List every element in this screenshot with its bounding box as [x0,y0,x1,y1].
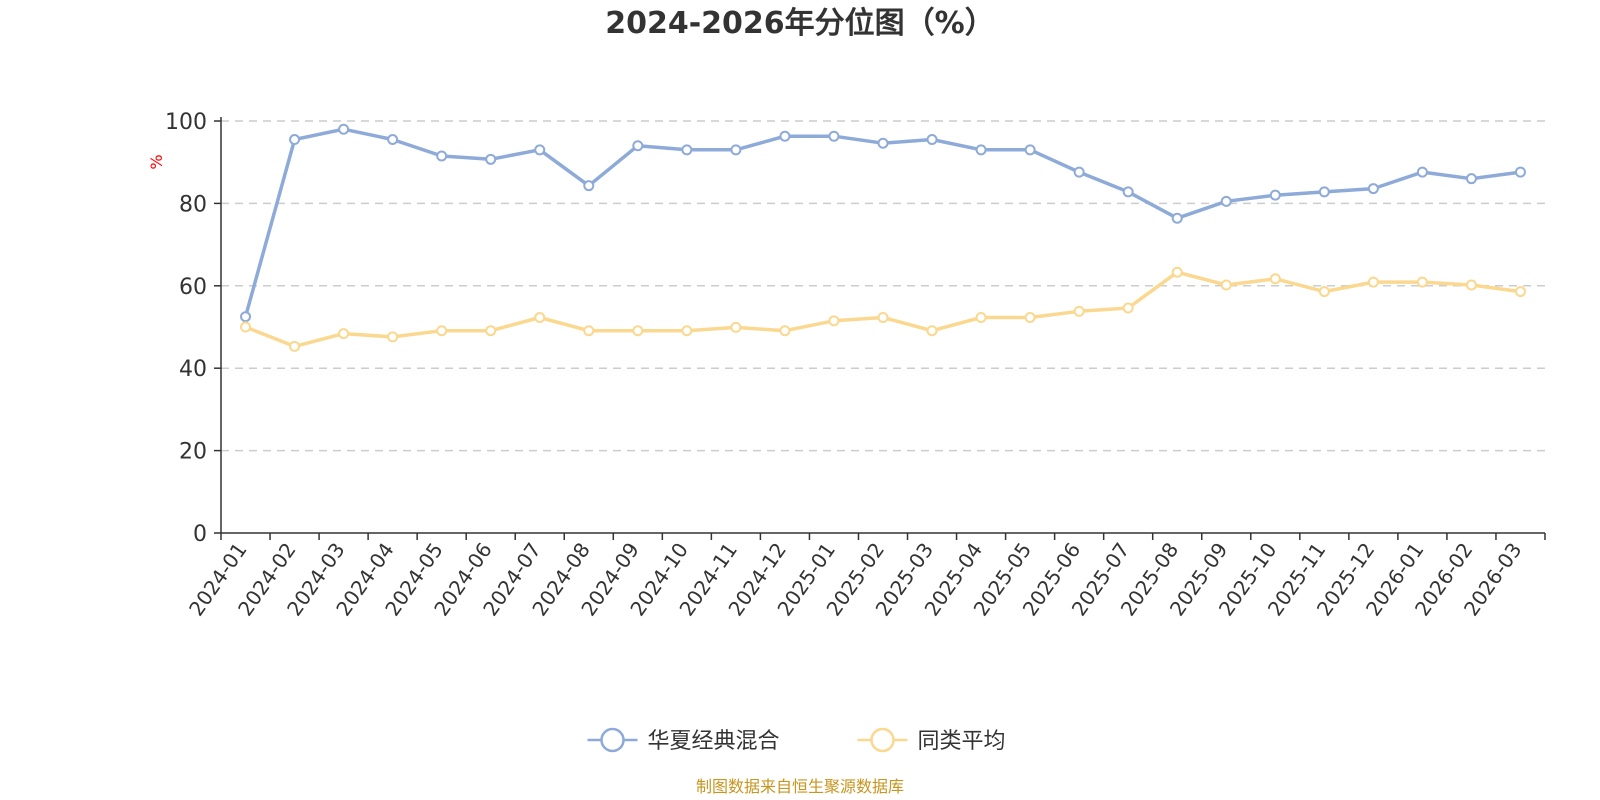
data-point[interactable] [877,312,889,324]
data-point[interactable] [1416,166,1428,178]
data-point[interactable] [926,325,938,337]
data-point[interactable] [436,150,448,162]
data-point[interactable] [730,144,742,156]
data-point[interactable] [1514,286,1526,298]
data-point[interactable] [779,130,791,142]
data-point[interactable] [1514,166,1526,178]
data-point[interactable] [975,144,987,156]
data-point[interactable] [1171,212,1183,224]
data-point[interactable] [1073,305,1085,317]
data-point[interactable] [1122,186,1134,198]
grid-lines [221,120,1545,452]
legend-label: 华夏经典混合 [648,729,780,754]
series-1 [240,266,1526,352]
data-point[interactable] [338,123,350,135]
data-point[interactable] [681,144,693,156]
data-point[interactable] [730,321,742,333]
axes: 0204060801002024-012024-022024-032024-04… [165,110,1546,620]
legend-item-1[interactable]: 同类平均 [857,727,1006,754]
y-tick-label: 40 [179,357,207,382]
data-point[interactable] [828,315,840,327]
data-point[interactable] [779,325,791,337]
data-point[interactable] [583,180,595,192]
data-point[interactable] [289,134,301,146]
data-point[interactable] [1416,276,1428,288]
legend-swatch-marker [870,727,895,753]
data-point[interactable] [632,325,644,337]
data-point[interactable] [1367,276,1379,288]
series-lines [240,123,1526,352]
data-point[interactable] [1318,286,1330,298]
data-point[interactable] [289,340,301,352]
series-line [244,270,1521,349]
data-point[interactable] [926,134,938,146]
y-tick-label: 60 [179,275,207,300]
y-axis-label: % [147,154,166,169]
y-tick-label: 80 [179,192,207,217]
data-point[interactable] [338,328,350,340]
data-point[interactable] [1367,183,1379,195]
data-point[interactable] [534,144,546,156]
data-point[interactable] [1024,144,1036,156]
data-point[interactable] [681,325,693,337]
data-point[interactable] [1465,173,1477,185]
legend-label: 同类平均 [918,729,1006,754]
y-tick-label: 0 [193,522,207,547]
data-point[interactable] [1269,273,1281,285]
data-point[interactable] [583,325,595,337]
series-0 [240,123,1526,323]
data-point[interactable] [632,140,644,152]
data-point[interactable] [485,325,497,337]
data-point[interactable] [1122,302,1134,314]
data-point[interactable] [387,134,399,146]
legend-swatch-marker [600,727,625,753]
data-point[interactable] [1318,186,1330,198]
data-point[interactable] [1269,189,1281,201]
legend-item-0[interactable]: 华夏经典混合 [587,727,780,754]
y-tick-label: 100 [165,110,207,135]
data-point[interactable] [1220,279,1232,291]
data-point[interactable] [240,311,252,323]
legend: 华夏经典混合 同类平均 [587,727,1006,754]
data-point[interactable] [1220,195,1232,207]
data-source-note: 制图数据来自恒生聚源数据库 [696,777,904,796]
data-point[interactable] [877,137,889,149]
data-point[interactable] [1465,279,1477,291]
data-point[interactable] [1024,312,1036,324]
data-point[interactable] [240,321,252,333]
data-point[interactable] [485,153,497,165]
data-point[interactable] [1171,266,1183,278]
data-point[interactable] [1073,166,1085,178]
data-point[interactable] [828,130,840,142]
data-point[interactable] [975,312,987,324]
data-point[interactable] [387,331,399,343]
y-tick-label: 20 [179,440,207,465]
data-point[interactable] [436,325,448,337]
chart-title: 2024-2026年分位图（%） [605,6,995,41]
data-point[interactable] [534,312,546,324]
